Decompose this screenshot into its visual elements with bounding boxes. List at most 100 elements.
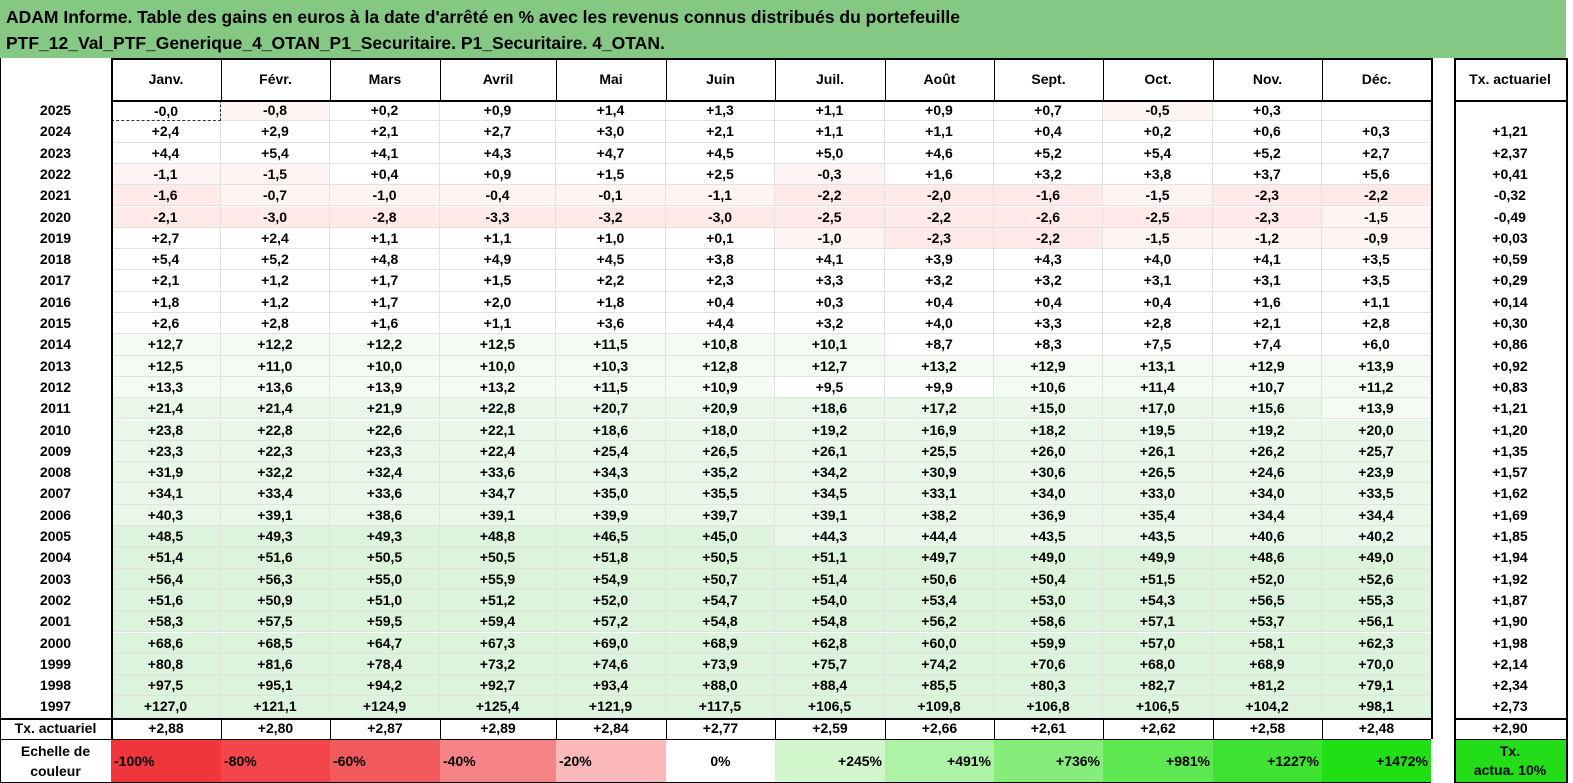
table-cell: +2,5 <box>666 163 775 186</box>
row-year-label: 1998 <box>39 677 72 694</box>
table-cell: +52,0 <box>1213 568 1322 590</box>
row-year-label: 2008 <box>39 464 72 481</box>
color-scale-swatch: +736% <box>994 738 1103 783</box>
table-cell: +70,6 <box>994 653 1103 676</box>
table-cell: +121,1 <box>221 696 330 718</box>
color-scale-swatch: +981% <box>1103 738 1213 783</box>
table-cell: +69,0 <box>556 632 666 654</box>
table-cell: +2,4 <box>221 227 330 250</box>
table-cell: +34,2 <box>775 462 885 484</box>
table-cell: +13,3 <box>111 376 221 399</box>
table-cell: +2,1 <box>111 270 221 292</box>
table-cell: +3,5 <box>1322 270 1431 292</box>
table-cell: +81,2 <box>1213 675 1322 697</box>
color-scale-label-line-2: couleur <box>30 762 81 779</box>
table-cell: +82,7 <box>1103 675 1213 697</box>
tx-actuariel-cell: +2,77 <box>702 719 739 736</box>
table-cell: +0,3 <box>1322 121 1431 143</box>
table-cell: +1,7 <box>330 270 440 292</box>
table-cell: +30,9 <box>885 462 994 484</box>
table-cell: +16,9 <box>885 419 994 441</box>
table-cell: +25,4 <box>556 440 666 463</box>
row-year-label: 2004 <box>39 549 72 566</box>
table-cell: +39,9 <box>556 504 666 526</box>
table-cell: +26,2 <box>1213 440 1322 463</box>
table-cell: +2,7 <box>1322 142 1431 164</box>
table-cell: +1,1 <box>885 121 994 143</box>
table-cell: +1,5 <box>556 163 666 186</box>
table-cell: -3,0 <box>221 206 330 228</box>
table-cell: +5,6 <box>1322 163 1431 186</box>
row-year-label: 2017 <box>39 272 72 289</box>
row-tx-actuariel: -0,49 <box>1494 208 1526 225</box>
table-cell: +35,4 <box>1103 504 1213 526</box>
table-cell: -1,0 <box>330 185 440 207</box>
table-cell: +4,1 <box>330 142 440 164</box>
table-cell: +106,5 <box>1103 696 1213 718</box>
table-cell: +50,5 <box>666 547 775 569</box>
tx-actuariel-cell: +2,66 <box>921 719 958 736</box>
table-cell: +32,4 <box>330 462 440 484</box>
table-cell: -1,1 <box>666 185 775 207</box>
table-cell: +40,6 <box>1213 526 1322 548</box>
table-cell: +1,5 <box>440 270 556 292</box>
table-border-line <box>666 717 667 739</box>
table-cell: +70,0 <box>1322 653 1431 676</box>
table-cell: +48,6 <box>1213 547 1322 569</box>
table-cell: +50,9 <box>221 589 330 612</box>
table-cell: +92,7 <box>440 675 556 697</box>
table-border-line <box>111 100 1431 102</box>
table-cell: +21,4 <box>221 398 330 420</box>
row-year-label: 2005 <box>39 528 72 544</box>
table-cell: +8,7 <box>885 334 994 356</box>
table-cell: +57,2 <box>556 611 666 633</box>
table-cell: +2,8 <box>1103 313 1213 335</box>
table-cell: +54,3 <box>1103 589 1213 612</box>
tx-actuariel-cell: +2,87 <box>367 719 403 736</box>
table-cell: +1,4 <box>556 100 666 122</box>
table-cell: +35,5 <box>666 483 775 505</box>
table-cell: +2,3 <box>666 270 775 292</box>
table-cell: +23,3 <box>111 440 221 463</box>
row-tx-actuariel: +1,92 <box>1492 570 1528 587</box>
tx-actuariel-cell: +2,80 <box>257 719 294 736</box>
row-tx-actuariel: +2,37 <box>1492 144 1528 161</box>
table-cell: +0,9 <box>440 163 556 186</box>
report-title-banner: ADAM Informe. Table des gains en euros à… <box>0 0 1566 58</box>
table-cell: +49,7 <box>885 547 994 569</box>
table-cell: +98,1 <box>1322 696 1431 718</box>
table-cell: +0,9 <box>885 100 994 122</box>
table-cell: +52,6 <box>1322 568 1431 590</box>
table-border-line <box>885 58 886 100</box>
table-cell: +10,0 <box>330 355 440 377</box>
month-header: Juin <box>706 71 735 87</box>
table-border-line <box>330 717 331 739</box>
table-cell: +3,0 <box>556 121 666 143</box>
table-cell: +0,1 <box>666 227 775 250</box>
table-cell: +4,9 <box>440 249 556 271</box>
table-cell: +23,8 <box>111 419 221 441</box>
table-cell: +0,9 <box>440 100 556 122</box>
table-cell: +1,2 <box>221 270 330 292</box>
table-cell: +13,2 <box>885 355 994 377</box>
color-scale-swatch: +245% <box>775 738 885 783</box>
row-year-label: 2002 <box>39 591 72 608</box>
month-header: Janv. <box>148 71 184 87</box>
table-cell: +55,3 <box>1322 589 1431 612</box>
table-cell: +0,4 <box>330 163 440 186</box>
row-year-label: 1997 <box>39 698 72 715</box>
table-cell: +12,5 <box>111 355 221 377</box>
table-cell: +18,6 <box>775 398 885 420</box>
row-tx-actuariel: +0,30 <box>1492 315 1528 331</box>
table-cell: +56,4 <box>111 568 221 590</box>
table-cell: +26,1 <box>1103 440 1213 463</box>
row-tx-actuariel: +1,94 <box>1492 549 1528 566</box>
table-cell: +58,6 <box>994 611 1103 633</box>
table-cell: -2,0 <box>885 185 994 207</box>
table-cell: +51,4 <box>111 547 221 569</box>
table-cell: +1,1 <box>775 100 885 122</box>
table-cell: +7,4 <box>1213 334 1322 356</box>
table-cell: +40,2 <box>1322 526 1431 548</box>
row-year-label: 1999 <box>39 655 72 672</box>
row-tx-actuariel: +0,41 <box>1492 165 1528 182</box>
